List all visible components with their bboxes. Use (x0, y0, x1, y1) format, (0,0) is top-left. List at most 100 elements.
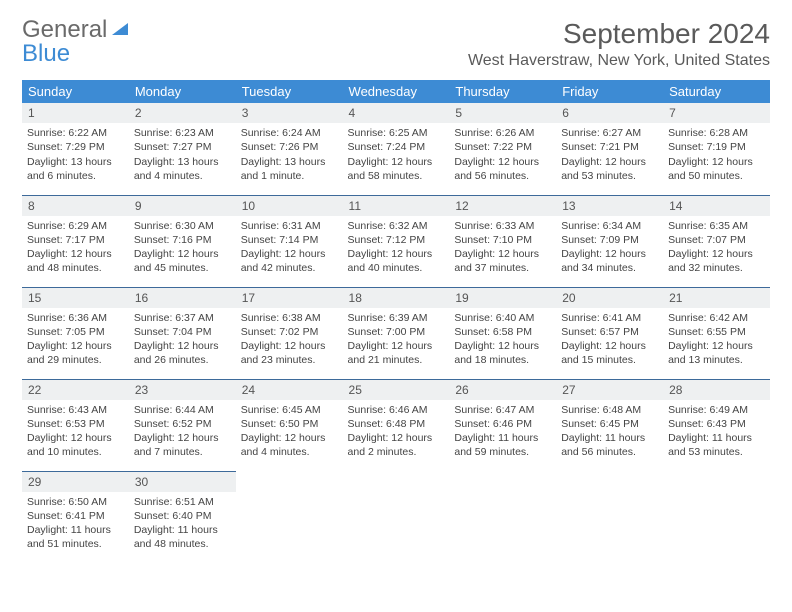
day-body: Sunrise: 6:22 AMSunset: 7:29 PMDaylight:… (22, 123, 129, 188)
calendar-cell: 17Sunrise: 6:38 AMSunset: 7:02 PMDayligh… (236, 287, 343, 379)
calendar-cell: 28Sunrise: 6:49 AMSunset: 6:43 PMDayligh… (663, 379, 770, 471)
day-number: 28 (663, 380, 770, 400)
day-number: 3 (236, 103, 343, 123)
day-body: Sunrise: 6:31 AMSunset: 7:14 PMDaylight:… (236, 216, 343, 281)
calendar-cell: 23Sunrise: 6:44 AMSunset: 6:52 PMDayligh… (129, 379, 236, 471)
weekday-header: Wednesday (343, 80, 450, 103)
day-number: 22 (22, 380, 129, 400)
day-number: 8 (22, 196, 129, 216)
day-body: Sunrise: 6:24 AMSunset: 7:26 PMDaylight:… (236, 123, 343, 188)
calendar-cell: 9Sunrise: 6:30 AMSunset: 7:16 PMDaylight… (129, 195, 236, 287)
day-body: Sunrise: 6:36 AMSunset: 7:05 PMDaylight:… (22, 308, 129, 373)
day-number: 23 (129, 380, 236, 400)
calendar-cell: 25Sunrise: 6:46 AMSunset: 6:48 PMDayligh… (343, 379, 450, 471)
day-body: Sunrise: 6:40 AMSunset: 6:58 PMDaylight:… (449, 308, 556, 373)
calendar-cell: 19Sunrise: 6:40 AMSunset: 6:58 PMDayligh… (449, 287, 556, 379)
day-body: Sunrise: 6:39 AMSunset: 7:00 PMDaylight:… (343, 308, 450, 373)
day-body: Sunrise: 6:50 AMSunset: 6:41 PMDaylight:… (22, 492, 129, 557)
day-body: Sunrise: 6:34 AMSunset: 7:09 PMDaylight:… (556, 216, 663, 281)
weekday-header: Friday (556, 80, 663, 103)
day-number: 16 (129, 288, 236, 308)
day-body: Sunrise: 6:37 AMSunset: 7:04 PMDaylight:… (129, 308, 236, 373)
calendar-row: 22Sunrise: 6:43 AMSunset: 6:53 PMDayligh… (22, 379, 770, 471)
day-body: Sunrise: 6:30 AMSunset: 7:16 PMDaylight:… (129, 216, 236, 281)
calendar-cell: 30Sunrise: 6:51 AMSunset: 6:40 PMDayligh… (129, 471, 236, 563)
day-body: Sunrise: 6:51 AMSunset: 6:40 PMDaylight:… (129, 492, 236, 557)
day-number: 26 (449, 380, 556, 400)
day-number: 20 (556, 288, 663, 308)
calendar-cell: 8Sunrise: 6:29 AMSunset: 7:17 PMDaylight… (22, 195, 129, 287)
day-body: Sunrise: 6:46 AMSunset: 6:48 PMDaylight:… (343, 400, 450, 465)
calendar-cell: 10Sunrise: 6:31 AMSunset: 7:14 PMDayligh… (236, 195, 343, 287)
calendar-cell: 27Sunrise: 6:48 AMSunset: 6:45 PMDayligh… (556, 379, 663, 471)
day-number: 21 (663, 288, 770, 308)
calendar-row: 29Sunrise: 6:50 AMSunset: 6:41 PMDayligh… (22, 471, 770, 563)
calendar-cell: 11Sunrise: 6:32 AMSunset: 7:12 PMDayligh… (343, 195, 450, 287)
day-body: Sunrise: 6:41 AMSunset: 6:57 PMDaylight:… (556, 308, 663, 373)
calendar-cell (556, 471, 663, 563)
logo-word1: General (22, 16, 107, 43)
day-body: Sunrise: 6:49 AMSunset: 6:43 PMDaylight:… (663, 400, 770, 465)
calendar-cell: 14Sunrise: 6:35 AMSunset: 7:07 PMDayligh… (663, 195, 770, 287)
calendar-cell: 21Sunrise: 6:42 AMSunset: 6:55 PMDayligh… (663, 287, 770, 379)
day-number: 1 (22, 103, 129, 123)
logo-word2: Blue (22, 40, 70, 67)
calendar-cell: 15Sunrise: 6:36 AMSunset: 7:05 PMDayligh… (22, 287, 129, 379)
day-number: 17 (236, 288, 343, 308)
weekday-header: Sunday (22, 80, 129, 103)
logo: General Blue (22, 18, 130, 66)
day-body: Sunrise: 6:27 AMSunset: 7:21 PMDaylight:… (556, 123, 663, 188)
logo-text: General Blue (22, 18, 130, 66)
calendar-cell: 22Sunrise: 6:43 AMSunset: 6:53 PMDayligh… (22, 379, 129, 471)
day-number: 6 (556, 103, 663, 123)
month-title: September 2024 (468, 18, 770, 50)
day-number: 30 (129, 472, 236, 492)
day-body: Sunrise: 6:23 AMSunset: 7:27 PMDaylight:… (129, 123, 236, 188)
day-body: Sunrise: 6:32 AMSunset: 7:12 PMDaylight:… (343, 216, 450, 281)
calendar-cell: 13Sunrise: 6:34 AMSunset: 7:09 PMDayligh… (556, 195, 663, 287)
location: West Haverstraw, New York, United States (468, 52, 770, 70)
header: General Blue September 2024 West Haverst… (22, 18, 770, 70)
day-body: Sunrise: 6:45 AMSunset: 6:50 PMDaylight:… (236, 400, 343, 465)
calendar-row: 1Sunrise: 6:22 AMSunset: 7:29 PMDaylight… (22, 103, 770, 195)
day-number: 25 (343, 380, 450, 400)
day-body: Sunrise: 6:47 AMSunset: 6:46 PMDaylight:… (449, 400, 556, 465)
calendar-cell (236, 471, 343, 563)
weekday-header: Thursday (449, 80, 556, 103)
weekday-header: Saturday (663, 80, 770, 103)
calendar-cell: 6Sunrise: 6:27 AMSunset: 7:21 PMDaylight… (556, 103, 663, 195)
calendar-cell: 5Sunrise: 6:26 AMSunset: 7:22 PMDaylight… (449, 103, 556, 195)
logo-sail-icon (110, 21, 130, 37)
calendar-cell: 4Sunrise: 6:25 AMSunset: 7:24 PMDaylight… (343, 103, 450, 195)
day-number: 10 (236, 196, 343, 216)
day-number: 11 (343, 196, 450, 216)
weekday-header-row: Sunday Monday Tuesday Wednesday Thursday… (22, 80, 770, 103)
calendar-cell: 12Sunrise: 6:33 AMSunset: 7:10 PMDayligh… (449, 195, 556, 287)
calendar-cell: 18Sunrise: 6:39 AMSunset: 7:00 PMDayligh… (343, 287, 450, 379)
calendar-cell: 7Sunrise: 6:28 AMSunset: 7:19 PMDaylight… (663, 103, 770, 195)
day-number: 24 (236, 380, 343, 400)
day-number: 12 (449, 196, 556, 216)
calendar-table: Sunday Monday Tuesday Wednesday Thursday… (22, 80, 770, 563)
day-number: 7 (663, 103, 770, 123)
day-body: Sunrise: 6:33 AMSunset: 7:10 PMDaylight:… (449, 216, 556, 281)
day-number: 15 (22, 288, 129, 308)
day-number: 5 (449, 103, 556, 123)
weekday-header: Monday (129, 80, 236, 103)
calendar-cell (449, 471, 556, 563)
calendar-cell: 2Sunrise: 6:23 AMSunset: 7:27 PMDaylight… (129, 103, 236, 195)
calendar-cell: 20Sunrise: 6:41 AMSunset: 6:57 PMDayligh… (556, 287, 663, 379)
calendar-body: 1Sunrise: 6:22 AMSunset: 7:29 PMDaylight… (22, 103, 770, 563)
day-number: 4 (343, 103, 450, 123)
calendar-cell: 24Sunrise: 6:45 AMSunset: 6:50 PMDayligh… (236, 379, 343, 471)
day-body: Sunrise: 6:42 AMSunset: 6:55 PMDaylight:… (663, 308, 770, 373)
day-body: Sunrise: 6:35 AMSunset: 7:07 PMDaylight:… (663, 216, 770, 281)
calendar-cell: 1Sunrise: 6:22 AMSunset: 7:29 PMDaylight… (22, 103, 129, 195)
day-body: Sunrise: 6:43 AMSunset: 6:53 PMDaylight:… (22, 400, 129, 465)
day-number: 14 (663, 196, 770, 216)
day-body: Sunrise: 6:48 AMSunset: 6:45 PMDaylight:… (556, 400, 663, 465)
calendar-row: 8Sunrise: 6:29 AMSunset: 7:17 PMDaylight… (22, 195, 770, 287)
day-body: Sunrise: 6:29 AMSunset: 7:17 PMDaylight:… (22, 216, 129, 281)
day-number: 18 (343, 288, 450, 308)
day-number: 13 (556, 196, 663, 216)
